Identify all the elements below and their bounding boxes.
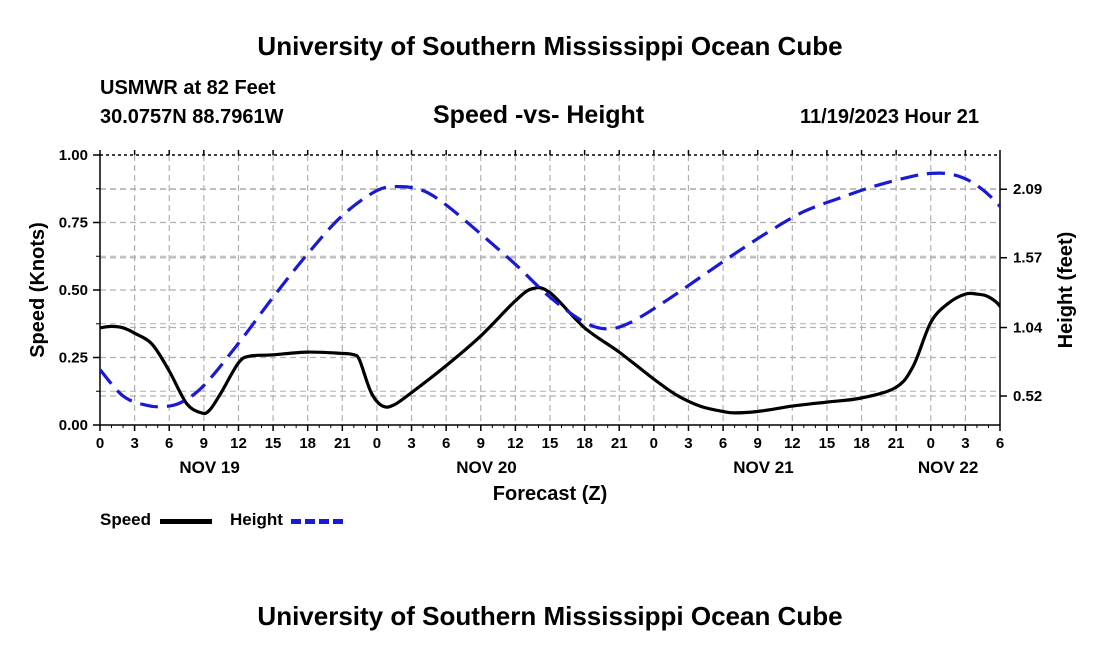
x-tick-label: 15 [819, 435, 836, 452]
x-tick-label: 6 [165, 435, 173, 452]
y-tick-label: 0.00 [59, 417, 88, 434]
x-tick-label: 9 [477, 435, 485, 452]
x-date-label: NOV 20 [456, 458, 516, 477]
footer-title: University of Southern Mississippi Ocean… [257, 601, 843, 631]
y-tick-label: 0.50 [59, 282, 88, 299]
x-tick-label: 21 [611, 435, 628, 452]
x-tick-label: 0 [96, 435, 104, 452]
series-speed-line [100, 286, 1000, 416]
x-tick-label: 12 [507, 435, 524, 452]
x-tick-label: 3 [130, 435, 138, 452]
x-tick-label: 18 [299, 435, 316, 452]
x-date-label: NOV 19 [179, 458, 239, 477]
x-tick-label: 6 [996, 435, 1004, 452]
x-tick-label: 12 [784, 435, 801, 452]
station-name: USMWR at 82 Feet [100, 77, 276, 99]
series-height-line [100, 171, 1000, 409]
y-axis-title: Speed (Knots) [27, 222, 49, 358]
x-tick-label: 15 [542, 435, 559, 452]
y2-axis-title: Height (feet) [1055, 232, 1077, 349]
x-tick-label: 9 [754, 435, 762, 452]
x-tick-label: 0 [650, 435, 658, 452]
x-tick-label: 18 [853, 435, 870, 452]
speed-height-chart: 0 3 6 9 12 15 18 21 0 3 6 9 12 15 18 21 0 3 6 9 12 15 18 21 0 3 6N… [27, 147, 1077, 505]
y-tick-label: 1.00 [59, 147, 88, 164]
x-tick-label: 15 [265, 435, 282, 452]
x-tick-label: 21 [888, 435, 905, 452]
station-coordinates: 30.0757N 88.7961W [100, 106, 284, 128]
legend-height-label: Height [230, 510, 283, 529]
x-date-label: NOV 22 [918, 458, 978, 477]
y2-tick-label: 1.04 [1013, 320, 1043, 337]
y2-tick-label: 0.52 [1013, 388, 1042, 405]
x-tick-label: 3 [407, 435, 415, 452]
page-title: University of Southern Mississippi Ocean… [257, 31, 843, 61]
x-tick-label: 3 [684, 435, 692, 452]
x-date-label: NOV 21 [733, 458, 793, 477]
forecast-datetime: 11/19/2023 Hour 21 [800, 106, 980, 128]
y2-tick-label: 2.09 [1013, 181, 1042, 198]
x-tick-label: 3 [961, 435, 969, 452]
x-tick-label: 0 [927, 435, 935, 452]
legend-speed-label: Speed [100, 510, 152, 529]
x-tick-label: 6 [442, 435, 450, 452]
x-tick-label: 18 [576, 435, 593, 452]
x-axis-title: Forecast (Z) [493, 483, 607, 505]
y-tick-label: 0.25 [59, 350, 88, 367]
x-tick-label: 0 [373, 435, 381, 452]
legend-height-swatch [291, 519, 343, 524]
chart-subtitle: Speed -vs- Height [433, 101, 645, 129]
legend-speed-swatch [160, 519, 212, 524]
x-tick-label: 6 [719, 435, 727, 452]
x-tick-label: 12 [230, 435, 247, 452]
x-tick-label: 9 [200, 435, 208, 452]
y-tick-label: 0.75 [59, 215, 88, 232]
y2-tick-label: 1.57 [1013, 250, 1042, 267]
x-tick-label: 21 [334, 435, 351, 452]
